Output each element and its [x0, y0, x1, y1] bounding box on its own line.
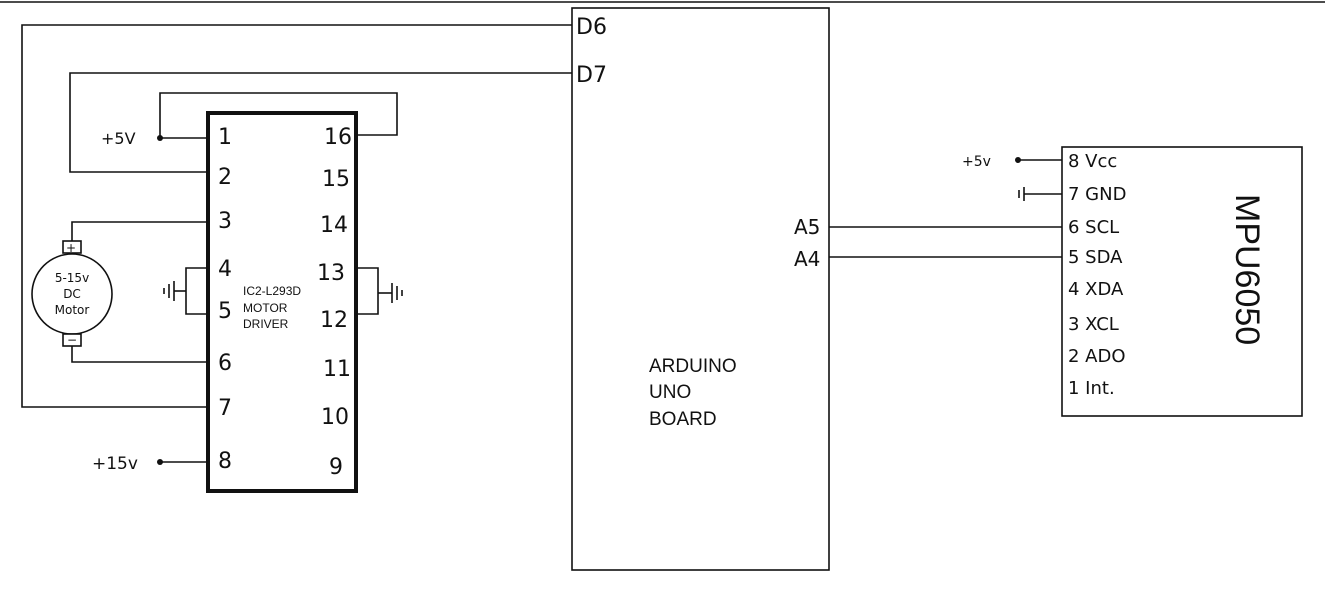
motor-label-line-3: Motor [55, 303, 90, 317]
driver-pin-5: 5 [218, 299, 232, 324]
ground-icon-right [391, 283, 403, 303]
junction-15v [157, 459, 163, 465]
wire-pin1-to-pin16 [159, 92, 398, 138]
driver-label-line-2: MOTOR [243, 301, 288, 315]
driver-pin-11: 11 [323, 357, 351, 382]
driver-pin-9: 9 [329, 455, 343, 480]
driver-pin-14: 14 [320, 213, 348, 238]
mpu-pin-gnd: 7 GND [1068, 184, 1126, 205]
driver-pin-6: 6 [218, 351, 232, 376]
motor-minus-terminal [62, 333, 82, 347]
motor-plus-terminal [62, 240, 82, 254]
motor-label-line-1: 5-15v [55, 271, 89, 285]
supply-5v-driver-label: +5V [101, 129, 136, 148]
motor-minus-sign: − [67, 333, 77, 347]
mpu-pin-scl: 6 SCL [1068, 217, 1119, 238]
ground-icon-mpu [1018, 187, 1025, 201]
mpu-pin-ado: 2 ADO [1068, 346, 1126, 367]
arduino-label-line-1: ARDUINO [649, 356, 737, 377]
motor-driver-chip [206, 111, 358, 493]
motor-plus-sign: + [66, 241, 76, 255]
driver-label-line-1: IC2-L293D [243, 284, 301, 298]
junction-5v-driver [157, 135, 163, 141]
motor-label-line-2: DC [63, 287, 81, 301]
driver-pin-2: 2 [218, 165, 232, 190]
mpu6050-module [1061, 146, 1303, 417]
arduino-pin-a5: A5 [794, 215, 820, 239]
mpu-pin-xcl: 3 XCL [1068, 314, 1119, 335]
supply-15v-label: +15v [92, 454, 138, 474]
wire-motor-minus-to-pin6 [71, 346, 208, 363]
mpu-pin-sda: 5 SDA [1068, 247, 1123, 268]
driver-pin-8: 8 [218, 449, 232, 474]
driver-pin-16: 16 [324, 125, 352, 150]
arduino-pin-d6: D6 [576, 15, 607, 40]
mpu-pin-int: 1 Int. [1068, 378, 1115, 399]
driver-pin-15: 15 [322, 167, 350, 192]
wire-motor-plus-to-pin3 [71, 221, 208, 242]
mpu-pin-xda: 4 XDA [1068, 279, 1124, 300]
driver-pin-13: 13 [317, 261, 345, 286]
arduino-pin-d7: D7 [576, 63, 607, 88]
arduino-label-line-2: UNO [649, 382, 691, 403]
arduino-pin-a4: A4 [794, 247, 820, 271]
driver-label-line-3: DRIVER [243, 317, 289, 331]
wire-pin4-pin5-ground [185, 267, 208, 315]
driver-pin-1: 1 [218, 125, 232, 150]
mpu6050-name: MPU6050 [1228, 194, 1266, 345]
wire-pin13-pin12-ground [356, 267, 379, 315]
wire-d7-to-pin2 [69, 72, 572, 173]
driver-pin-4: 4 [218, 257, 232, 282]
arduino-label-line-3: BOARD [649, 409, 717, 430]
wire-d6-to-pin7 [21, 24, 572, 408]
driver-pin-3: 3 [218, 209, 232, 234]
junction-5v-mpu [1015, 157, 1021, 163]
ground-icon-left [163, 281, 175, 301]
mpu-pin-vcc: 8 Vcc [1068, 151, 1117, 172]
supply-5v-mpu-label: +5v [962, 154, 991, 170]
driver-pin-10: 10 [321, 405, 349, 430]
driver-pin-12: 12 [320, 308, 348, 333]
driver-pin-7: 7 [218, 396, 232, 421]
arduino-board [571, 7, 830, 571]
